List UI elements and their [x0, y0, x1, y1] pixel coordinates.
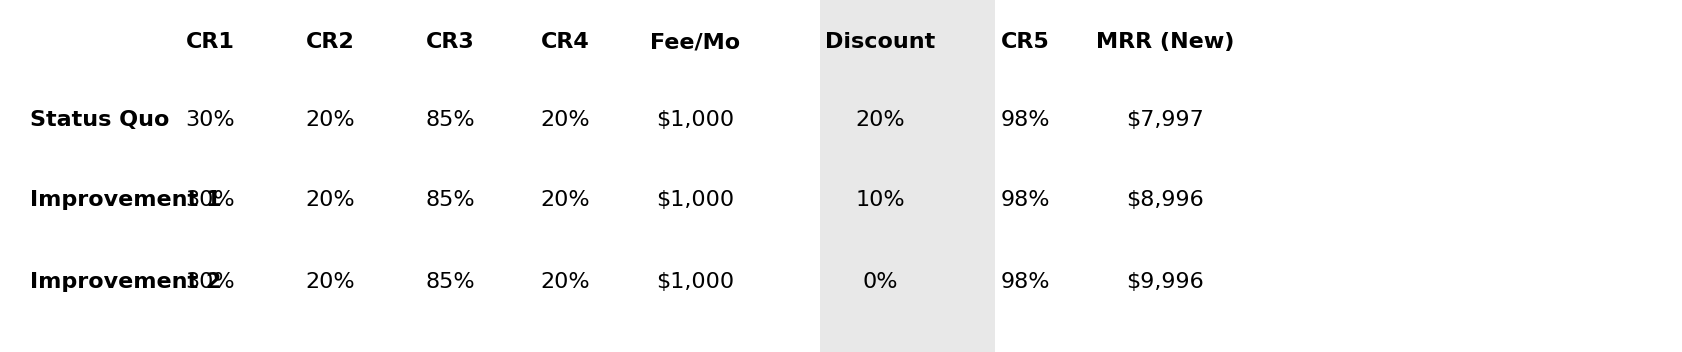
Text: CR1: CR1 — [185, 32, 234, 52]
Text: CR2: CR2 — [306, 32, 355, 52]
Text: 30%: 30% — [185, 110, 235, 130]
Text: 20%: 20% — [304, 190, 355, 210]
Text: 20%: 20% — [540, 272, 590, 292]
Text: CR4: CR4 — [540, 32, 589, 52]
Text: Fee/Mo: Fee/Mo — [649, 32, 740, 52]
Text: 98%: 98% — [1001, 272, 1050, 292]
Text: 85%: 85% — [426, 110, 474, 130]
Text: 30%: 30% — [185, 190, 235, 210]
Text: 10%: 10% — [854, 190, 905, 210]
Text: CR5: CR5 — [1001, 32, 1050, 52]
Bar — [821, 0, 996, 352]
Text: 20%: 20% — [854, 110, 905, 130]
Text: 98%: 98% — [1001, 110, 1050, 130]
Text: Improvement 2: Improvement 2 — [30, 272, 222, 292]
Text: 85%: 85% — [426, 272, 474, 292]
Text: Discount: Discount — [824, 32, 935, 52]
Text: $8,996: $8,996 — [1127, 190, 1204, 210]
Text: 20%: 20% — [304, 110, 355, 130]
Text: 20%: 20% — [540, 110, 590, 130]
Text: 20%: 20% — [540, 190, 590, 210]
Text: 85%: 85% — [426, 190, 474, 210]
Text: 0%: 0% — [863, 272, 898, 292]
Text: $7,997: $7,997 — [1127, 110, 1204, 130]
Text: $1,000: $1,000 — [656, 110, 733, 130]
Text: 20%: 20% — [304, 272, 355, 292]
Text: Improvement 1: Improvement 1 — [30, 190, 222, 210]
Text: $1,000: $1,000 — [656, 272, 733, 292]
Text: 98%: 98% — [1001, 190, 1050, 210]
Text: $9,996: $9,996 — [1127, 272, 1204, 292]
Text: MRR (New): MRR (New) — [1095, 32, 1235, 52]
Text: $1,000: $1,000 — [656, 190, 733, 210]
Text: Status Quo: Status Quo — [30, 110, 170, 130]
Text: CR3: CR3 — [426, 32, 474, 52]
Text: 30%: 30% — [185, 272, 235, 292]
